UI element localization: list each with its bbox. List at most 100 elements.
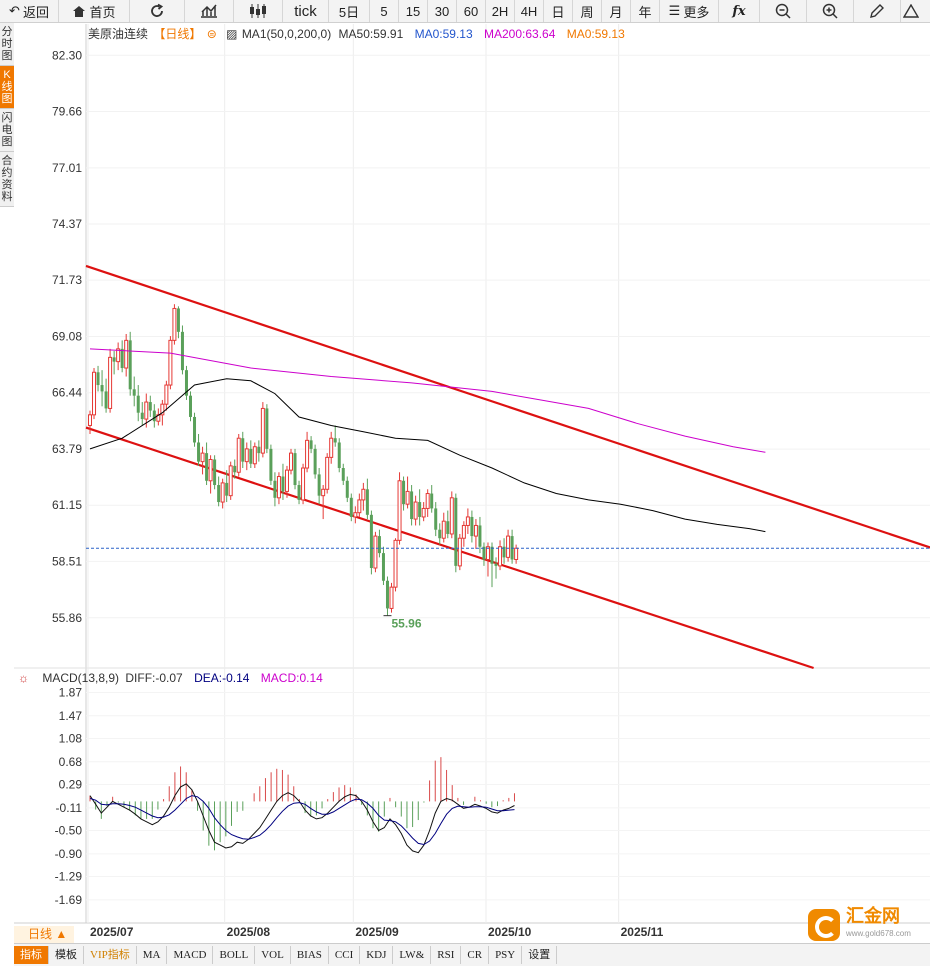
formula-button[interactable]: fx [719, 0, 760, 22]
ma-title: MA1(50,0,200,0) [241, 27, 332, 41]
candle-body-down [132, 389, 136, 396]
candle-body-up [260, 407, 265, 454]
tab-boll[interactable]: BOLL [213, 946, 256, 964]
period-week[interactable]: 周 [573, 0, 602, 22]
period-2h[interactable]: 2H [486, 0, 515, 22]
time-tick-label: 2025/07 [90, 925, 134, 939]
macd-sun-icon[interactable]: ☼ [18, 671, 29, 685]
candle-body-up [413, 501, 418, 520]
candle-body-up [144, 401, 149, 420]
period-month[interactable]: 月 [602, 0, 631, 22]
tab-cci[interactable]: CCI [329, 946, 361, 964]
candle-body-up [473, 524, 478, 537]
candle-body-down [369, 514, 373, 569]
tab-settings[interactable]: 设置 [522, 946, 558, 964]
sidebar-item-timeshare[interactable]: 分时图 [0, 23, 14, 66]
zoom-out-button[interactable] [760, 0, 807, 22]
period-5d[interactable]: 5日 [329, 0, 370, 22]
candle-body-up [116, 348, 121, 363]
fx-icon: fx [732, 3, 746, 19]
grid [14, 24, 930, 924]
dea-value: DEA:-0.14 [194, 671, 250, 685]
triangle-icon [903, 4, 919, 18]
candle-body-up [405, 490, 410, 505]
candle-body-up [88, 414, 92, 426]
candle-body-down [470, 516, 474, 537]
candle-body-down [176, 308, 180, 332]
back-button[interactable]: ↶ 返回 [0, 0, 59, 22]
ma50-line [89, 378, 766, 533]
candle-body-down [494, 563, 498, 566]
draw-button[interactable] [854, 0, 901, 22]
tab-indicator[interactable]: 指标 [14, 946, 49, 964]
sidebar-item-flash[interactable]: 闪电图 [0, 109, 14, 152]
trend-channel [85, 264, 930, 670]
period-30[interactable]: 30 [428, 0, 457, 22]
candle-body-down [205, 453, 209, 481]
tab-rsi[interactable]: RSI [431, 946, 462, 964]
indicator-tabs: 指标 模板 VIP指标 MA MACD BOLL VOL BIAS CCI KD… [14, 943, 930, 966]
tick-button[interactable]: tick [283, 0, 329, 22]
period-5[interactable]: 5 [370, 0, 399, 22]
tab-kdj[interactable]: KDJ [360, 946, 394, 964]
macd-tick-label: 1.47 [59, 709, 83, 723]
tab-cr[interactable]: CR [461, 946, 490, 964]
zoom-in-button[interactable] [807, 0, 854, 22]
diff-line [89, 783, 515, 854]
tab-ma[interactable]: MA [137, 946, 168, 964]
candlestick-icon [250, 4, 266, 18]
candle-body-up [236, 437, 241, 473]
tab-lw[interactable]: LW& [393, 946, 432, 964]
tab-psy[interactable]: PSY [489, 946, 523, 964]
candle-body-down [297, 485, 301, 500]
candle-body-down [402, 480, 406, 505]
logo-subtext: www.gold678.com [846, 929, 911, 938]
refresh-button[interactable] [130, 0, 185, 22]
candle-body-down [317, 474, 321, 496]
macd-tick-label: 1.08 [59, 732, 83, 746]
period-60[interactable]: 60 [457, 0, 486, 22]
candle-body-up [244, 448, 249, 463]
price-tick-label: 55.86 [52, 611, 82, 625]
period-day[interactable]: 日 [544, 0, 573, 22]
more-button[interactable]: ☰ 更多 [660, 0, 719, 22]
sidebar-item-kline[interactable]: K线图 [0, 66, 14, 109]
settings-icon[interactable]: ⊜ [206, 27, 217, 41]
tab-template[interactable]: 模板 [49, 946, 84, 964]
candle-body-down [490, 546, 494, 564]
candle-body-down [269, 448, 273, 481]
toolbar: ↶ 返回 首页 tick 5日 5 15 30 60 2H 4H 日 周 月 年… [0, 0, 930, 23]
tab-vip[interactable]: VIP指标 [84, 946, 137, 964]
candle-body-up [220, 482, 225, 503]
period-15[interactable]: 15 [399, 0, 428, 22]
candle-body-down [148, 402, 152, 411]
price-tick-label: 69.08 [52, 330, 82, 344]
view-sidebar: 分时图 K线图 闪电图 合约资料 [0, 23, 14, 207]
candle-body-up [457, 537, 462, 567]
candle-body-down [333, 438, 337, 443]
candle-body-up [397, 480, 402, 541]
candle-body-up [449, 497, 454, 535]
period-selector[interactable]: 日线 ▲ [14, 926, 74, 943]
shape-button[interactable] [901, 0, 921, 22]
price-tick-label: 66.44 [52, 386, 82, 400]
home-button[interactable]: 首页 [59, 0, 130, 22]
candle-body-down [257, 446, 261, 454]
candle-body-down [249, 448, 253, 464]
macd-title: MACD(13,8,9) [42, 671, 120, 685]
moving-averages [89, 348, 766, 533]
candle-body-down [510, 536, 514, 560]
candle-body-down [273, 480, 277, 498]
candle-button[interactable] [234, 0, 283, 22]
candle-body-down [213, 459, 217, 486]
period-year[interactable]: 年 [631, 0, 660, 22]
period-4h[interactable]: 4H [515, 0, 544, 22]
tab-macd[interactable]: MACD [167, 946, 214, 964]
tab-bias[interactable]: BIAS [291, 946, 329, 964]
chart-type-button[interactable] [185, 0, 234, 22]
sidebar-item-contract[interactable]: 合约资料 [0, 152, 14, 207]
gold678-logo: 汇金网 www.gold678.com [808, 906, 920, 944]
tab-vol[interactable]: VOL [255, 946, 291, 964]
candle-body-up [425, 493, 430, 509]
